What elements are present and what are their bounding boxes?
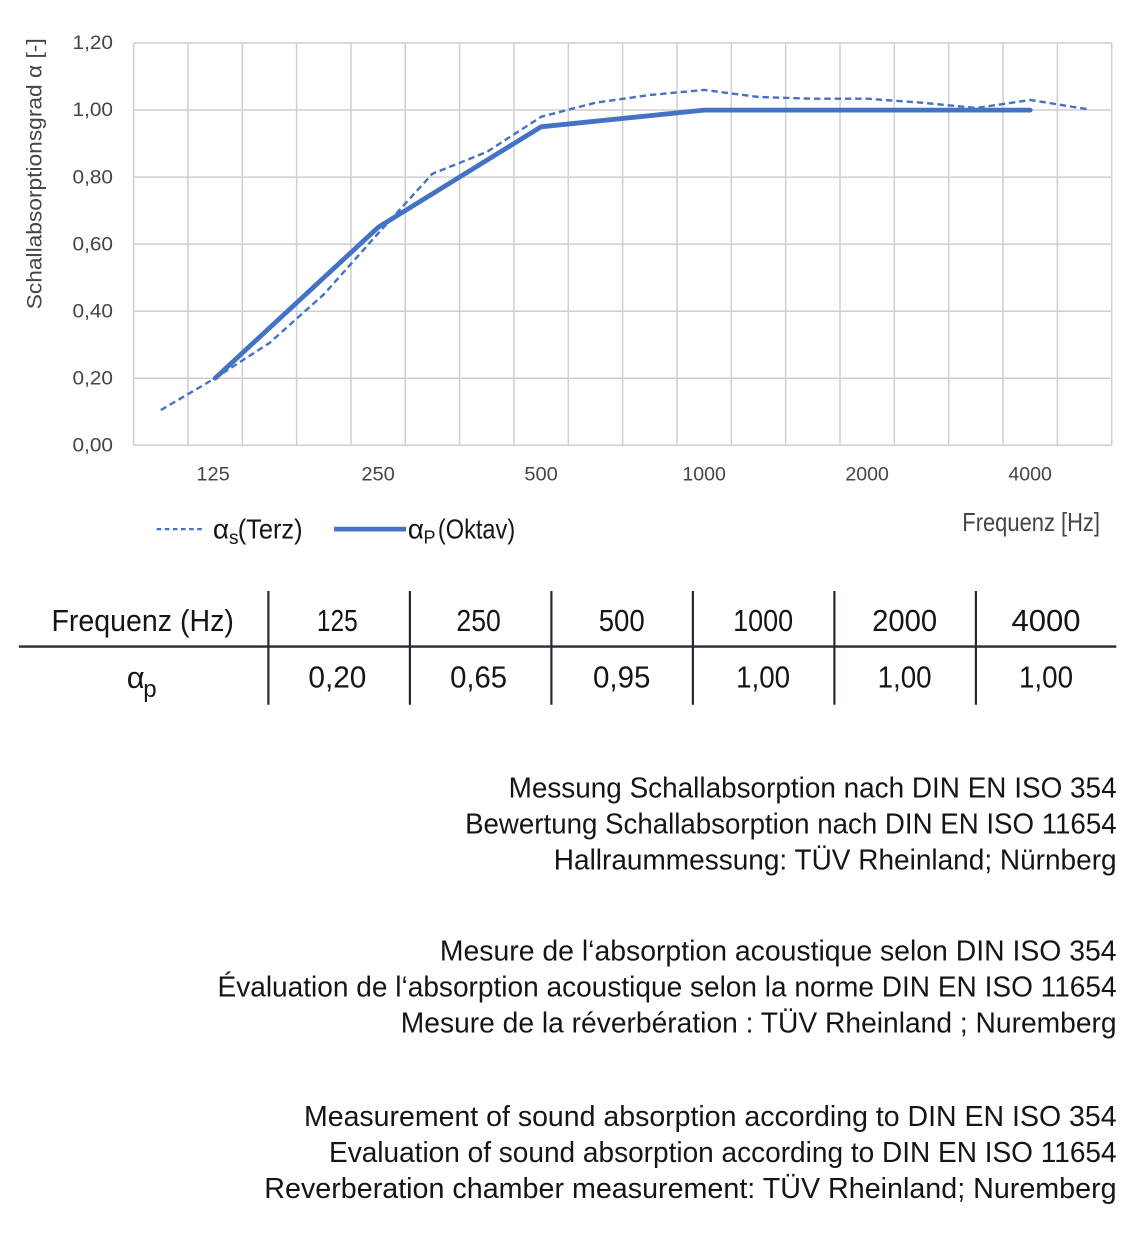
svg-text:1000: 1000: [682, 464, 726, 485]
svg-text:4000: 4000: [1008, 464, 1052, 485]
svg-text:0,95: 0,95: [593, 660, 651, 695]
svg-text:Frequenz (Hz): Frequenz (Hz): [51, 603, 234, 638]
svg-text:Frequenz [Hz]: Frequenz [Hz]: [962, 507, 1100, 537]
svg-text:α: α: [213, 514, 229, 545]
svg-text:250: 250: [456, 603, 500, 638]
svg-text:P: P: [424, 528, 436, 548]
svg-text:125: 125: [317, 603, 358, 638]
svg-text:Mesure de la réverbération : T: Mesure de la réverbération : TÜV Rheinla…: [401, 1007, 1117, 1039]
svg-text:0,20: 0,20: [73, 368, 114, 389]
svg-text:1,20: 1,20: [73, 33, 114, 54]
svg-text:500: 500: [599, 603, 645, 638]
svg-text:s: s: [229, 528, 239, 549]
svg-text:p: p: [143, 676, 156, 703]
svg-text:(Terz): (Terz): [238, 514, 303, 545]
svg-text:4000: 4000: [1012, 603, 1081, 638]
svg-text:0,65: 0,65: [450, 660, 507, 695]
svg-text:2000: 2000: [872, 603, 937, 638]
svg-text:Bewertung Schallabsorption nac: Bewertung Schallabsorption nach DIN EN I…: [465, 808, 1117, 840]
svg-text:Schallabsorptionsgrad α [-]: Schallabsorptionsgrad α [-]: [24, 38, 47, 309]
svg-text:α: α: [127, 660, 145, 695]
svg-text:0,20: 0,20: [308, 660, 366, 695]
svg-text:Hallraummessung: TÜV Rheinland: Hallraummessung: TÜV Rheinland; Nürnberg: [554, 844, 1117, 876]
svg-text:(Oktav): (Oktav): [438, 514, 515, 545]
svg-text:α: α: [408, 514, 424, 545]
svg-text:125: 125: [196, 464, 230, 485]
svg-text:0,00: 0,00: [73, 436, 114, 457]
svg-text:500: 500: [524, 464, 558, 485]
svg-text:1,00: 1,00: [1019, 660, 1073, 695]
svg-text:250: 250: [361, 464, 395, 485]
svg-text:1,00: 1,00: [736, 660, 790, 695]
svg-text:0,40: 0,40: [73, 301, 114, 322]
svg-text:1,00: 1,00: [878, 660, 932, 695]
svg-text:Messung Schallabsorption nach: Messung Schallabsorption nach DIN EN ISO…: [509, 773, 1117, 805]
svg-text:1,00: 1,00: [73, 100, 114, 121]
svg-text:Évaluation de l‘absorption aco: Évaluation de l‘absorption acoustique se…: [218, 971, 1117, 1004]
svg-text:Evaluation of sound absorption: Evaluation of sound absorption according…: [329, 1137, 1117, 1169]
svg-text:Mesure de l‘absorption acousti: Mesure de l‘absorption acoustique selon …: [440, 936, 1117, 968]
svg-text:0,60: 0,60: [73, 234, 114, 255]
svg-text:1000: 1000: [733, 603, 793, 638]
svg-text:Measurement of sound absorptio: Measurement of sound absorption accordin…: [304, 1101, 1117, 1133]
svg-text:Reverberation chamber measurem: Reverberation chamber measurement: TÜV R…: [264, 1173, 1116, 1205]
svg-text:0,80: 0,80: [73, 167, 114, 188]
svg-text:2000: 2000: [845, 464, 889, 485]
